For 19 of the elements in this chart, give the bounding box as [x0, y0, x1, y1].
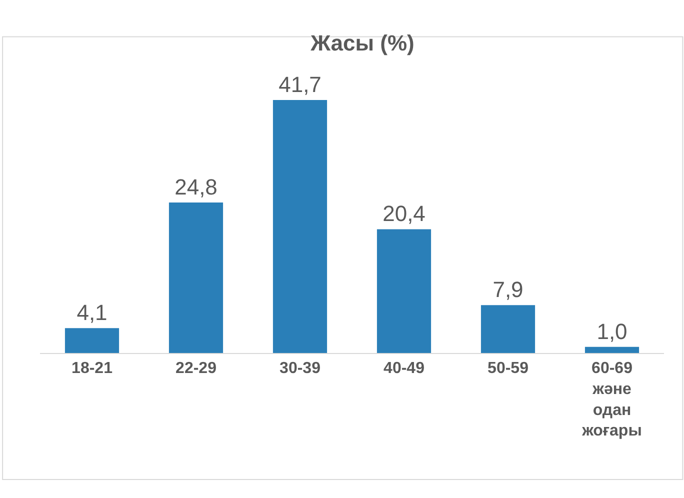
data-label: 41,7	[278, 72, 322, 97]
data-label: 4,1	[76, 300, 108, 326]
x-tick-label: 40-49	[384, 360, 425, 378]
x-tick-label: 30-39	[280, 360, 321, 378]
x-tick-label: 22-29	[176, 360, 217, 378]
data-label: 20,4	[382, 201, 426, 226]
chart-title: Жасы (%)	[310, 30, 414, 56]
bar	[584, 346, 640, 353]
bar	[480, 305, 536, 353]
bar	[168, 202, 224, 353]
bar	[376, 229, 432, 353]
data-label: 1,0	[596, 318, 628, 344]
x-tick-label: 50-59	[488, 360, 529, 378]
x-tick-label: 18-21	[72, 360, 113, 378]
data-label: 7,9	[492, 277, 524, 302]
bar	[64, 328, 120, 353]
bar	[272, 100, 328, 353]
data-label: 24,8	[174, 174, 218, 200]
x-tick-label: 60-69 және одан жоғары	[581, 360, 642, 440]
